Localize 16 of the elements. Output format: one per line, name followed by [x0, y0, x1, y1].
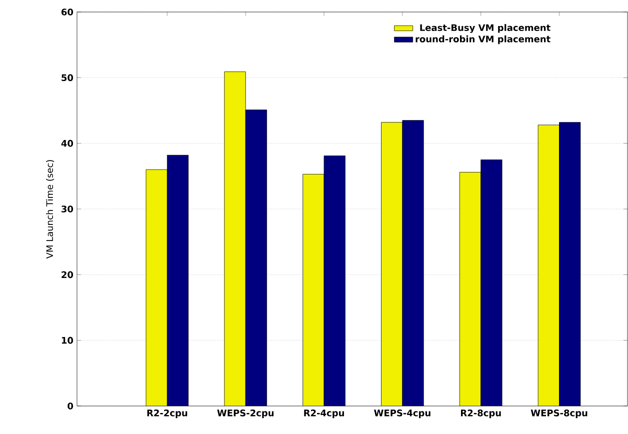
legend-label: Least-Busy VM placement [420, 24, 550, 33]
y-tick-label: 0 [68, 402, 74, 410]
x-tick-label: WEPS-2cpu [217, 410, 274, 418]
y-tick-label: 60 [62, 8, 74, 16]
y-tick-label: 20 [62, 271, 74, 278]
legend-label: round-robin VM placement [416, 35, 550, 44]
y-tick-label: 30 [62, 206, 74, 212]
x-tick-label: R2-8cpu [461, 410, 501, 418]
x-tick-label: WEPS-4cpu [374, 410, 430, 418]
y-tick-label: 40 [61, 140, 74, 147]
x-tick-label: R2-4cpu [304, 410, 344, 418]
y-tick-label: 50 [62, 74, 74, 82]
y-tick-label: 10 [62, 336, 74, 344]
x-tick-label: R2-2cpu [147, 410, 188, 418]
y-axis-title: VM Launch Time (sec) [46, 160, 54, 259]
x-tick-label: WEPS-8cpu [530, 410, 588, 418]
